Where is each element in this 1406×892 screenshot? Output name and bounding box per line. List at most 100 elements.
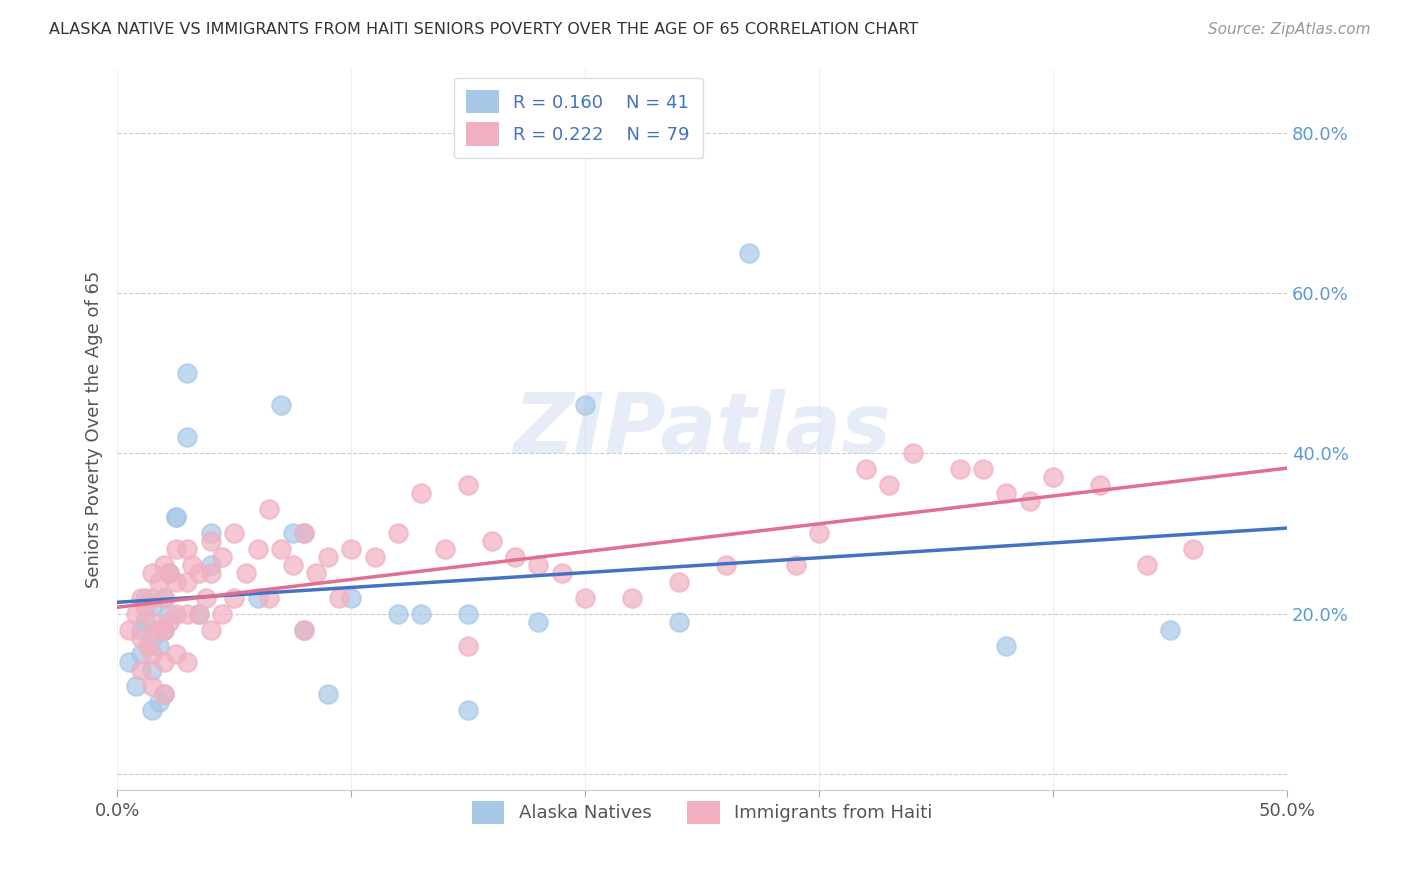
Point bbox=[855, 462, 877, 476]
Point bbox=[457, 607, 479, 621]
Point bbox=[129, 591, 152, 605]
Point bbox=[363, 550, 385, 565]
Point bbox=[153, 591, 176, 605]
Point bbox=[118, 655, 141, 669]
Point bbox=[411, 486, 433, 500]
Point bbox=[165, 510, 187, 524]
Point bbox=[259, 591, 281, 605]
Point bbox=[200, 566, 222, 581]
Point bbox=[176, 366, 198, 380]
Point bbox=[668, 574, 690, 589]
Point bbox=[527, 558, 550, 573]
Point bbox=[188, 607, 211, 621]
Point bbox=[157, 566, 180, 581]
Point bbox=[281, 558, 304, 573]
Point bbox=[527, 615, 550, 629]
Text: ZIPatlas: ZIPatlas bbox=[513, 389, 891, 470]
Point bbox=[153, 687, 176, 701]
Point bbox=[153, 655, 176, 669]
Point bbox=[157, 615, 180, 629]
Point bbox=[901, 446, 924, 460]
Point bbox=[995, 486, 1018, 500]
Point bbox=[433, 542, 456, 557]
Point bbox=[995, 639, 1018, 653]
Point bbox=[153, 591, 176, 605]
Point bbox=[1136, 558, 1159, 573]
Point bbox=[176, 607, 198, 621]
Point bbox=[176, 655, 198, 669]
Point bbox=[714, 558, 737, 573]
Point bbox=[129, 631, 152, 645]
Point bbox=[125, 679, 148, 693]
Point bbox=[235, 566, 257, 581]
Point bbox=[457, 639, 479, 653]
Point bbox=[1018, 494, 1040, 508]
Point bbox=[292, 623, 315, 637]
Point bbox=[457, 478, 479, 492]
Point bbox=[153, 623, 176, 637]
Point bbox=[200, 623, 222, 637]
Point bbox=[195, 591, 218, 605]
Point bbox=[181, 558, 204, 573]
Point bbox=[157, 607, 180, 621]
Point bbox=[224, 591, 246, 605]
Point bbox=[551, 566, 574, 581]
Point bbox=[668, 615, 690, 629]
Point bbox=[134, 599, 156, 613]
Point bbox=[281, 526, 304, 541]
Point bbox=[387, 607, 409, 621]
Point bbox=[141, 647, 163, 661]
Point bbox=[620, 591, 643, 605]
Point bbox=[165, 607, 187, 621]
Point bbox=[125, 607, 148, 621]
Point bbox=[129, 647, 152, 661]
Point bbox=[574, 591, 596, 605]
Point bbox=[141, 631, 163, 645]
Point bbox=[136, 639, 159, 653]
Point bbox=[153, 558, 176, 573]
Point bbox=[1159, 623, 1181, 637]
Point bbox=[340, 591, 363, 605]
Text: ALASKA NATIVE VS IMMIGRANTS FROM HAITI SENIORS POVERTY OVER THE AGE OF 65 CORREL: ALASKA NATIVE VS IMMIGRANTS FROM HAITI S… bbox=[49, 22, 918, 37]
Point bbox=[148, 695, 170, 709]
Point bbox=[292, 526, 315, 541]
Point bbox=[141, 679, 163, 693]
Legend: Alaska Natives, Immigrants from Haiti: Alaska Natives, Immigrants from Haiti bbox=[461, 790, 943, 835]
Point bbox=[387, 526, 409, 541]
Point bbox=[879, 478, 901, 492]
Point bbox=[246, 591, 269, 605]
Text: Source: ZipAtlas.com: Source: ZipAtlas.com bbox=[1208, 22, 1371, 37]
Point bbox=[141, 599, 163, 613]
Point bbox=[141, 591, 163, 605]
Point bbox=[1182, 542, 1205, 557]
Point bbox=[200, 526, 222, 541]
Point bbox=[503, 550, 526, 565]
Point bbox=[305, 566, 328, 581]
Point bbox=[200, 558, 222, 573]
Point bbox=[141, 566, 163, 581]
Point bbox=[176, 430, 198, 444]
Point bbox=[316, 550, 339, 565]
Point bbox=[948, 462, 970, 476]
Point bbox=[165, 647, 187, 661]
Point bbox=[141, 615, 163, 629]
Point bbox=[118, 623, 141, 637]
Point bbox=[246, 542, 269, 557]
Point bbox=[129, 663, 152, 677]
Point bbox=[972, 462, 994, 476]
Point bbox=[176, 574, 198, 589]
Point bbox=[211, 550, 233, 565]
Point bbox=[134, 615, 156, 629]
Point bbox=[259, 502, 281, 516]
Point bbox=[148, 574, 170, 589]
Point bbox=[148, 623, 170, 637]
Point bbox=[292, 526, 315, 541]
Point bbox=[270, 398, 292, 412]
Point bbox=[211, 607, 233, 621]
Point bbox=[1088, 478, 1111, 492]
Point bbox=[738, 245, 761, 260]
Point bbox=[153, 687, 176, 701]
Y-axis label: Seniors Poverty Over the Age of 65: Seniors Poverty Over the Age of 65 bbox=[86, 270, 103, 588]
Point bbox=[574, 398, 596, 412]
Point bbox=[340, 542, 363, 557]
